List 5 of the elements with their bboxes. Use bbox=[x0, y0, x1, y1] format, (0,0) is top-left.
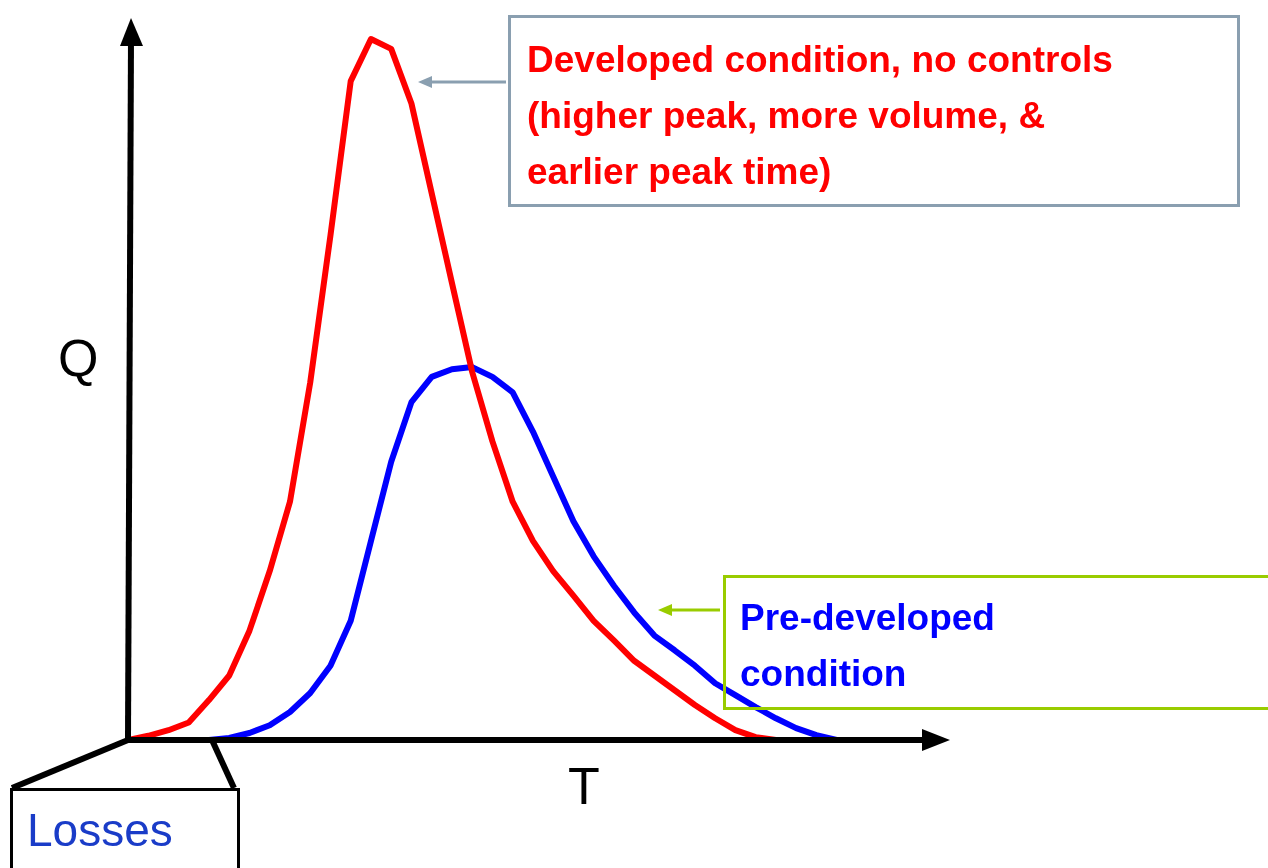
text: Developed condition, no controls (higher peak, more volume, & earlier peak time) bbox=[508, 15, 1240, 207]
y-axis-title: Q bbox=[58, 328, 99, 388]
x-axis-title: T bbox=[568, 756, 600, 816]
text: Losses bbox=[10, 788, 240, 868]
series-label: Pre-developed condition bbox=[723, 575, 1268, 710]
